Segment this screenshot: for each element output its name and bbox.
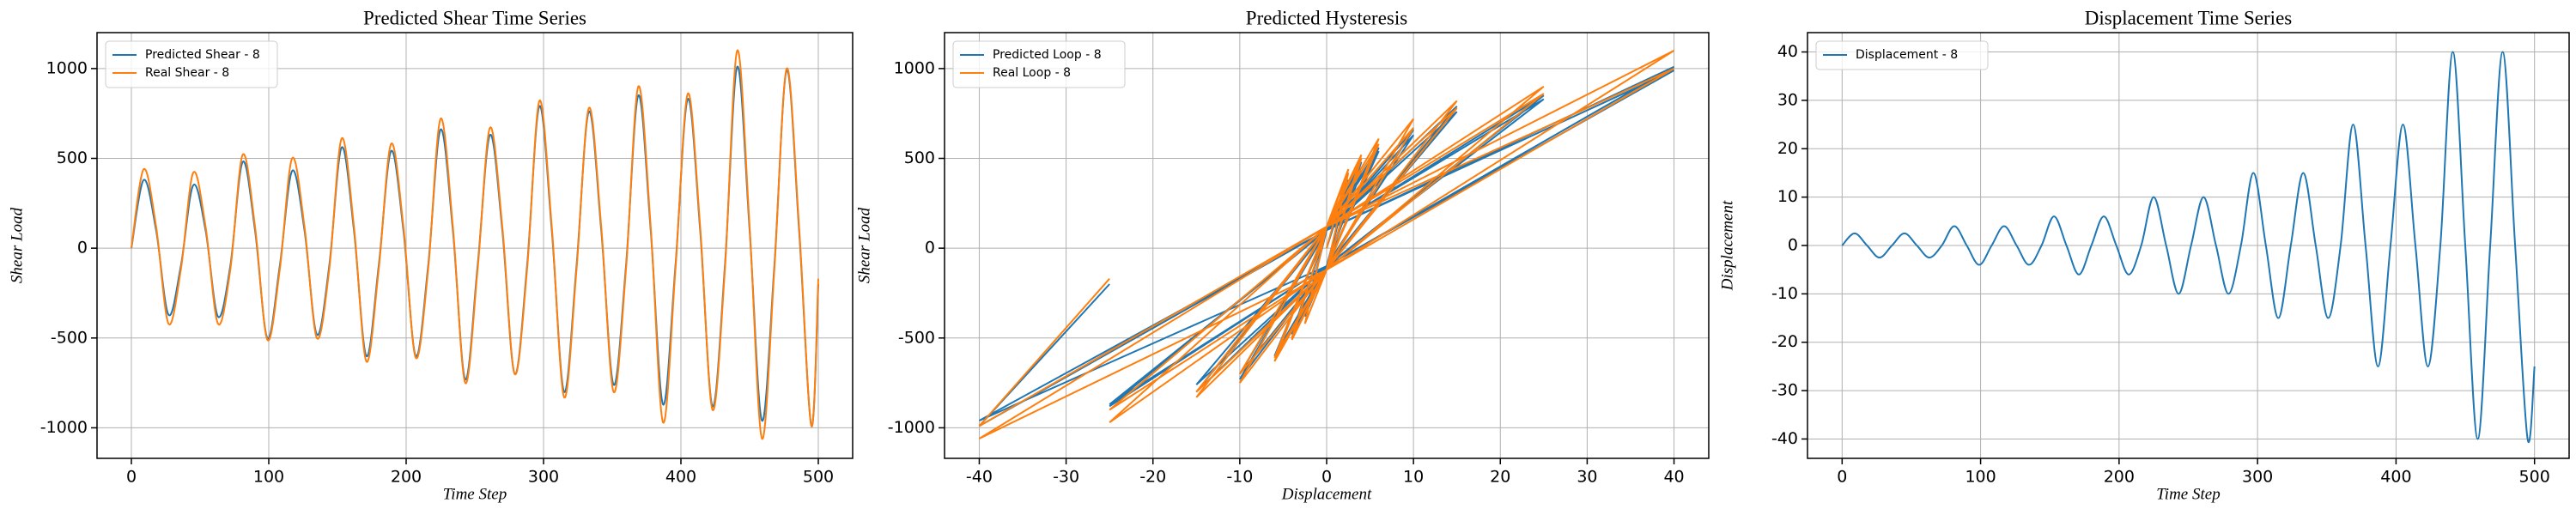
legend: Predicted Shear - 8 Real Shear - 8 (105, 40, 278, 88)
x-tick-label: 500 (2519, 468, 2550, 487)
y-tick-label: 40 (1777, 42, 1798, 61)
x-axis-label: Time Step (443, 485, 507, 503)
x-tick-label: 0 (126, 468, 137, 487)
y-tick-label: 0 (1788, 236, 1798, 255)
y-tick-label: -10 (1771, 284, 1798, 303)
x-axis-label: Time Step (2156, 485, 2220, 503)
x-tick-label: 40 (1663, 468, 1684, 487)
legend-box (105, 40, 278, 88)
legend-label: Real Shear - 8 (145, 66, 229, 80)
subplot-title: Displacement Time Series (2085, 7, 2293, 28)
y-tick-label: -500 (51, 328, 88, 347)
x-tick-label: 200 (2104, 468, 2135, 487)
legend-label: Predicted Shear - 8 (145, 48, 260, 62)
x-tick-label: 200 (391, 468, 422, 487)
y-tick-label: -20 (1771, 332, 1798, 351)
y-tick-label: 1000 (46, 58, 88, 77)
axes-frame (1807, 32, 2570, 459)
legend-label: Displacement - 8 (1856, 48, 1958, 62)
x-tick-label: -40 (966, 468, 993, 487)
legend: Predicted Loop - 8 Real Loop - 8 (952, 40, 1126, 88)
y-tick-label: 0 (925, 239, 935, 258)
x-tick-label: 30 (1577, 468, 1597, 487)
x-tick-label: 300 (528, 468, 559, 487)
y-tick-label: 1000 (894, 58, 935, 77)
series-line (1841, 51, 2536, 443)
x-tick-label: 400 (665, 468, 696, 487)
subplot: -40 -30 -20 -10 0 10 20 30 40 -1000 -500 0 500 1000 Pr… (855, 7, 1710, 503)
legend-box (1815, 40, 1989, 70)
y-tick-label: 500 (904, 148, 935, 167)
y-tick-label: -1000 (40, 418, 88, 437)
y-axis-label: Displacement (1718, 200, 1736, 291)
x-tick-label: 500 (803, 468, 834, 487)
series-line (131, 49, 819, 440)
series-line (978, 50, 1675, 439)
subplot-title: Predicted Shear Time Series (363, 7, 586, 28)
subplot: 0 100 200 300 400 500 -40 -30 -20 -10 0 10 20 30 40 Dis… (1718, 7, 2570, 503)
y-tick-label: 30 (1777, 90, 1798, 109)
subplot: 0 100 200 300 400 500 -1000 -500 0 500 1000 Predict… (8, 7, 854, 503)
x-tick-label: 100 (253, 468, 284, 487)
subplot-title: Predicted Hysteresis (1246, 7, 1407, 28)
x-tick-label: 0 (1321, 468, 1332, 487)
x-tick-label: 100 (1965, 468, 1996, 487)
x-tick-label: -10 (1226, 468, 1253, 487)
x-tick-label: 400 (2380, 468, 2411, 487)
y-axis-label: Shear Load (8, 207, 26, 283)
x-axis-label: Displacement (1281, 485, 1372, 503)
y-tick-label: 10 (1777, 187, 1798, 206)
legend-label: Real Loop - 8 (993, 66, 1071, 80)
y-tick-label: -1000 (888, 418, 935, 437)
legend: Displacement - 8 (1815, 40, 1989, 70)
series-line (131, 65, 819, 427)
x-tick-label: 300 (2242, 468, 2273, 487)
axes-frame (944, 32, 1710, 459)
y-tick-label: -500 (898, 328, 935, 347)
y-tick-label: 0 (77, 239, 88, 258)
y-tick-label: 500 (57, 148, 88, 167)
y-tick-label: -40 (1771, 429, 1798, 448)
x-tick-label: 0 (1837, 468, 1847, 487)
axes-frame (96, 32, 854, 459)
x-tick-label: -20 (1139, 468, 1166, 487)
legend-label: Predicted Loop - 8 (993, 48, 1102, 62)
y-tick-label: -30 (1771, 381, 1798, 400)
y-tick-label: 20 (1777, 139, 1798, 158)
x-tick-label: -30 (1053, 468, 1079, 487)
legend-box (952, 40, 1126, 88)
x-tick-label: 10 (1403, 468, 1424, 487)
x-tick-label: 20 (1490, 468, 1510, 487)
y-axis-label: Shear Load (855, 207, 873, 283)
